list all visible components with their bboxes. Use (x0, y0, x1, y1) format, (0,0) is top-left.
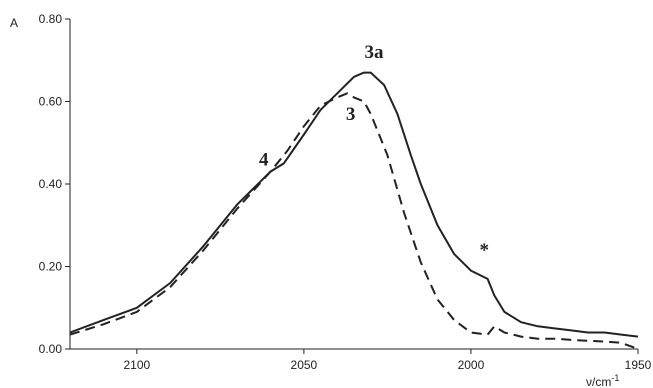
x-tick-label: 2000 (458, 358, 485, 372)
annotations-group: 3a 3 4 * (259, 42, 489, 261)
x-tick-label: 1950 (625, 358, 652, 372)
y-tick-label: 0.20 (39, 260, 63, 274)
axes (69, 19, 638, 350)
y-tick-label: 0.00 (39, 342, 63, 356)
annotation-label: 4 (259, 149, 269, 170)
x-tick-label: 2050 (291, 358, 318, 372)
y-tick-label: 0.80 (39, 12, 63, 26)
y-axis-label: A (10, 16, 18, 30)
series-group (69, 71, 639, 350)
x-axis-label: ν/cm-1 (586, 373, 619, 388)
annotation-label: * (480, 240, 490, 261)
y-tick-label: 0.40 (39, 177, 63, 191)
solid-series-line (69, 71, 639, 338)
annotation-label: 3a (365, 42, 385, 63)
x-tick-label: 2100 (123, 358, 150, 372)
ticks: 0.00 0.20 0.40 0.60 0.80 2100 2050 2000 1950 (39, 12, 652, 372)
annotation-label: 3 (346, 104, 356, 125)
x-axis-label-superscript: -1 (611, 373, 619, 383)
y-tick-label: 0.60 (39, 95, 63, 109)
dashed-series-line (69, 92, 639, 350)
x-axis-label-main: ν/cm (586, 375, 611, 388)
